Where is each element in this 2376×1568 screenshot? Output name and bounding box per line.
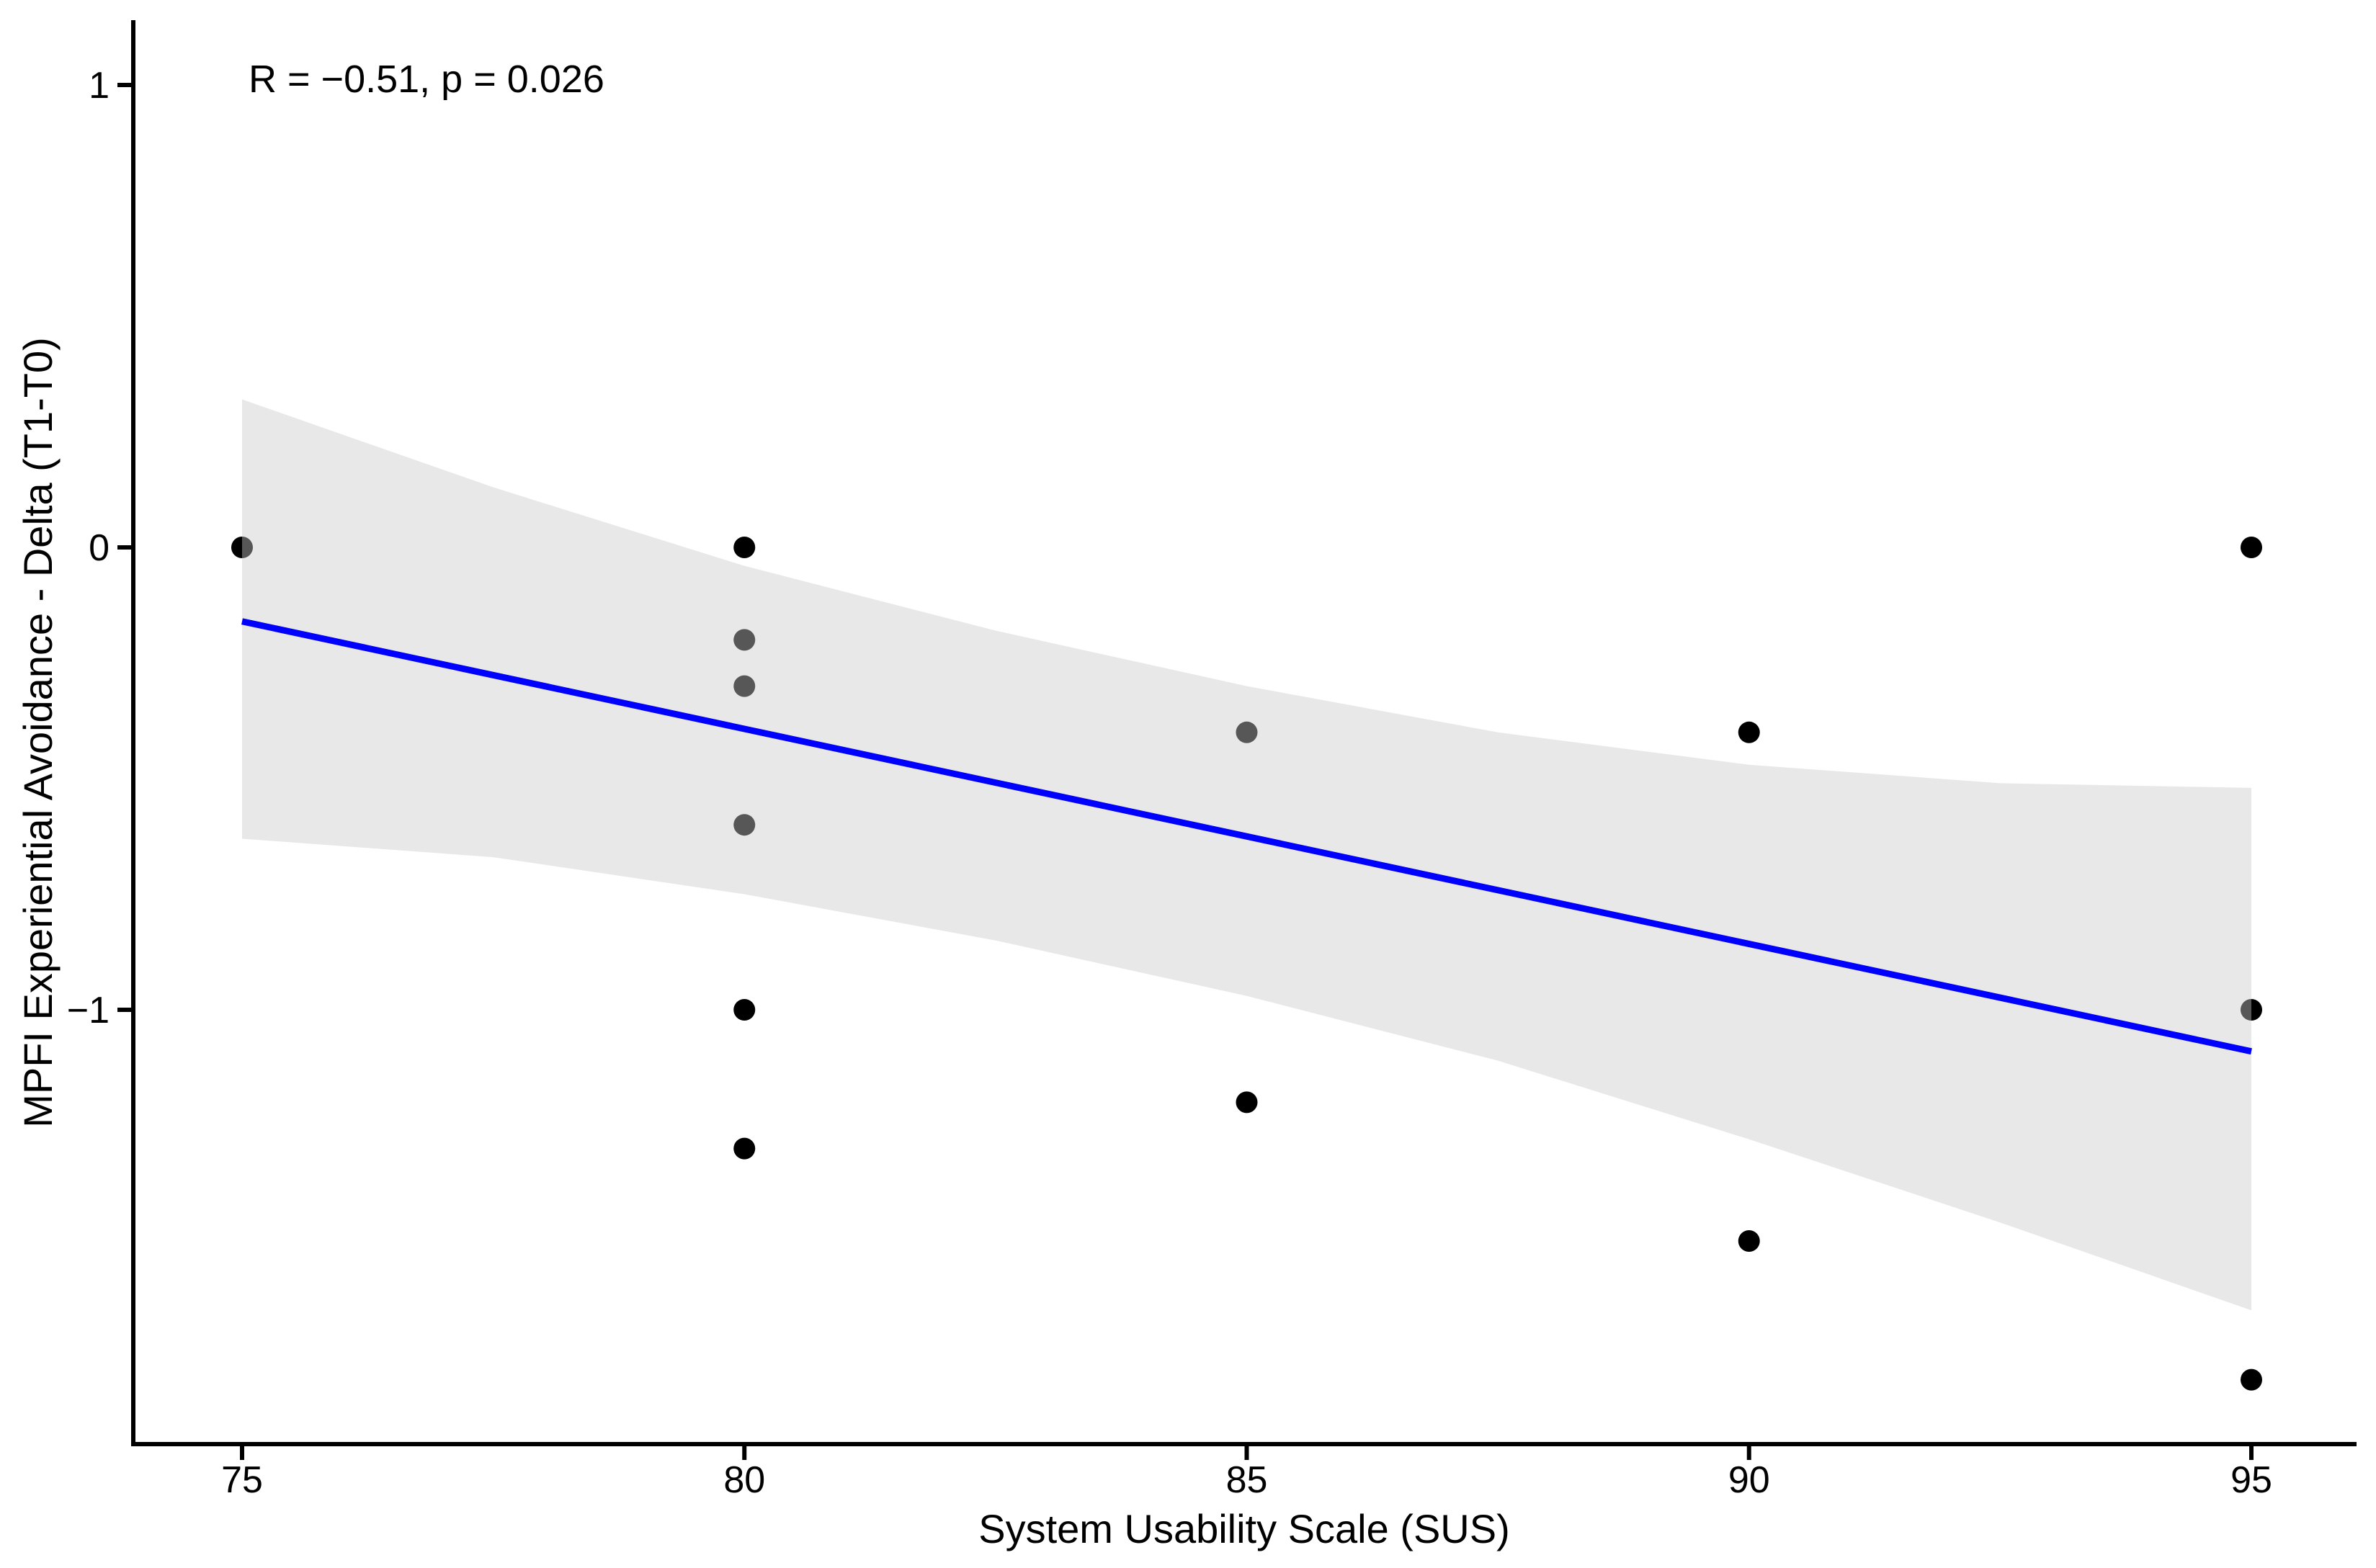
x-axis-ticks: 75 80 85 90 95 [221, 1444, 2272, 1501]
scatter-points [231, 537, 2262, 1391]
data-point [1738, 1230, 1760, 1252]
x-tick-label: 80 [723, 1459, 765, 1501]
data-point [733, 629, 756, 651]
data-point [733, 814, 756, 836]
y-axis-title: MPFI Experiential Avoidance - Delta (T1-… [15, 337, 61, 1128]
x-axis-title: System Usability Scale (SUS) [978, 1506, 1510, 1551]
x-tick-label: 75 [221, 1459, 263, 1501]
data-point [733, 999, 756, 1021]
data-point [733, 537, 756, 558]
y-tick-label: −1 [67, 990, 110, 1031]
x-tick-label: 85 [1226, 1459, 1268, 1501]
data-point [2241, 537, 2262, 558]
data-point [1236, 721, 1258, 743]
data-point [1738, 721, 1760, 743]
x-tick-label: 95 [2230, 1459, 2272, 1501]
y-tick-label: 0 [89, 527, 110, 569]
data-point [733, 1137, 756, 1160]
data-point [733, 675, 756, 697]
regression-line [241, 618, 2252, 1055]
x-axis: 75 80 85 90 95 System Usability Scale (SUS) [131, 1442, 2357, 1551]
data-point [231, 537, 253, 558]
stats-annotation: R = −0.51, p = 0.026 [249, 58, 604, 101]
data-point [2241, 1368, 2262, 1391]
confidence-band [242, 399, 2251, 1311]
y-axis-ticks: 1 0 −1 [67, 65, 133, 1031]
y-tick-label: 1 [89, 65, 110, 107]
data-point [2241, 999, 2262, 1021]
y-axis: 1 0 −1 MPFI Experiential Avoidance - Delta… [15, 20, 135, 1446]
x-tick-label: 90 [1728, 1459, 1770, 1501]
data-point [1236, 1091, 1258, 1114]
